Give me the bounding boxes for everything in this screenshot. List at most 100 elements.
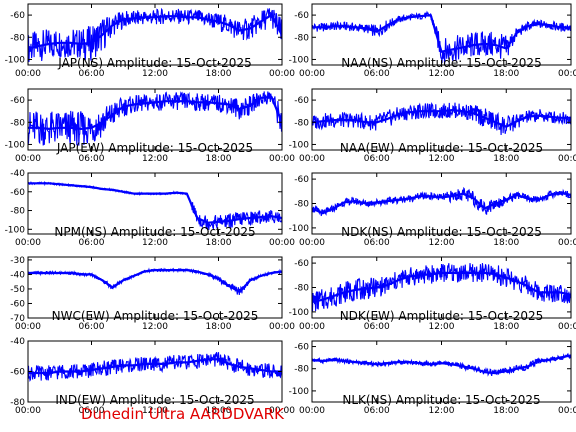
data-point <box>132 17 135 20</box>
y-tick-label: -70 <box>10 314 25 324</box>
x-tick-label: 12:00 <box>142 322 168 332</box>
x-tick-label: 00:00 <box>15 238 41 248</box>
data-point <box>164 100 167 103</box>
data-point <box>249 104 252 107</box>
data-point <box>397 198 400 201</box>
amplitude-noise-trace <box>28 91 282 146</box>
x-tick-label: 00:00 <box>269 238 295 248</box>
data-point <box>207 358 209 361</box>
data-point <box>270 215 273 218</box>
data-point <box>238 108 241 110</box>
data-point <box>429 110 432 113</box>
data-point <box>259 216 262 219</box>
x-tick-label: 18:00 <box>206 154 232 164</box>
data-point <box>375 121 378 124</box>
data-point <box>175 15 178 18</box>
data-point <box>164 363 167 365</box>
data-point <box>451 48 454 51</box>
data-point <box>473 44 475 46</box>
data-point <box>365 121 367 124</box>
data-point <box>48 127 51 130</box>
data-point <box>143 102 146 105</box>
data-point <box>207 101 209 104</box>
data-point <box>122 279 125 282</box>
y-tick-label: -60 <box>10 299 25 309</box>
data-point <box>238 366 241 368</box>
x-tick-label: 00:00 <box>558 238 576 248</box>
data-point <box>559 356 562 359</box>
x-tick-label: 00:00 <box>558 322 576 332</box>
data-point <box>343 291 346 294</box>
data-point <box>111 286 114 289</box>
data-point <box>196 359 199 362</box>
chart-panel: -100 -80 -60 00:00 06:00 12:00 18:00 00:00 JAP(E… <box>5 88 295 164</box>
x-tick-label: 06:00 <box>79 406 105 416</box>
data-point <box>122 190 125 193</box>
data-point <box>132 192 135 195</box>
data-point <box>321 212 324 215</box>
data-point <box>270 272 273 274</box>
chart-panel: -100 -80 -60 00:00 06:00 12:00 18:00 00:00 NLK(N… <box>289 340 576 416</box>
data-point <box>122 18 125 21</box>
y-tick-label: -60 <box>10 188 25 198</box>
panel-title: NLK(NS) Amplitude: 15-Oct-2025 <box>342 393 540 407</box>
data-point <box>132 364 135 367</box>
data-point <box>559 291 562 294</box>
data-point <box>228 103 231 106</box>
data-point <box>516 194 518 196</box>
data-point <box>354 119 357 121</box>
x-tick-label: 00:00 <box>558 406 576 416</box>
data-point <box>516 31 518 34</box>
data-point <box>154 16 156 19</box>
data-point <box>343 360 346 362</box>
data-point <box>494 44 497 46</box>
data-point <box>58 183 61 186</box>
x-tick-label: 18:00 <box>206 69 232 79</box>
panel-title: NAA(NS) Amplitude: 15-Oct-2025 <box>341 56 541 70</box>
x-tick-label: 18:00 <box>493 322 519 332</box>
panel-title: NWC(EW) Amplitude: 15-Oct-2025 <box>52 309 259 323</box>
data-point <box>516 367 518 370</box>
panel-title: JAP(NS) Amplitude: 15-Oct-2025 <box>57 56 251 70</box>
panel-title: NPM(NS) Amplitude: 15-Oct-2025 <box>54 225 255 239</box>
amplitude-noise-trace <box>312 10 571 65</box>
y-tick-label: -60 <box>10 368 25 378</box>
data-point <box>343 25 346 28</box>
y-tick-label: -100 <box>289 140 310 150</box>
y-tick-label: -40 <box>10 337 25 347</box>
data-point <box>419 195 421 198</box>
panel-title: NAA(EW) Amplitude: 15-Oct-2025 <box>340 141 543 155</box>
data-point <box>69 370 72 373</box>
data-point <box>175 269 178 271</box>
data-point <box>483 116 486 119</box>
chart-panel: -100 -80 -60 00:00 06:00 12:00 18:00 00:00 NDK(E… <box>289 256 576 332</box>
data-point <box>196 217 199 219</box>
data-point <box>397 18 400 21</box>
y-tick-label: -60 <box>294 96 309 106</box>
data-point <box>386 118 389 120</box>
data-point <box>154 269 156 271</box>
data-point <box>354 200 357 203</box>
data-point <box>462 365 464 368</box>
data-point <box>185 269 188 271</box>
data-point <box>249 279 252 282</box>
data-point <box>537 198 540 201</box>
data-point <box>483 207 486 210</box>
data-point <box>207 221 209 224</box>
amplitude-noise-trace <box>312 263 571 312</box>
data-point <box>321 26 324 29</box>
y-tick-label: -80 <box>10 398 25 408</box>
data-point <box>249 217 252 219</box>
data-point <box>548 115 551 118</box>
data-point <box>259 275 262 277</box>
data-point <box>526 197 529 200</box>
data-point <box>249 27 252 30</box>
data-point <box>440 272 443 274</box>
data-point <box>354 361 357 363</box>
data-point <box>408 361 410 363</box>
y-tick-label: -60 <box>10 96 25 106</box>
data-point <box>429 14 432 16</box>
data-point <box>321 360 324 362</box>
data-point <box>80 43 82 45</box>
